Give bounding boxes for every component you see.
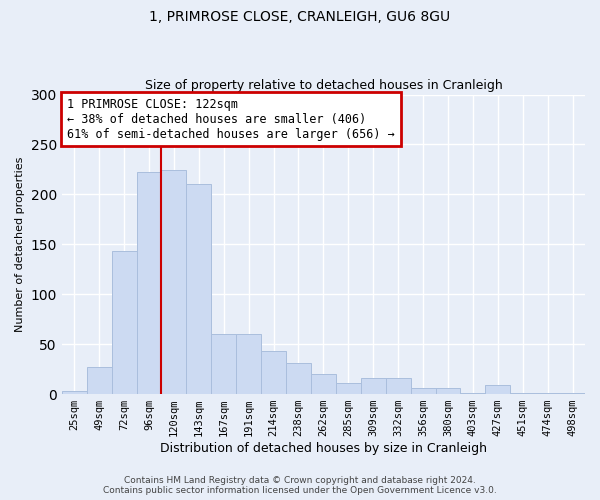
Bar — [410, 388, 436, 394]
Text: Contains HM Land Registry data © Crown copyright and database right 2024.
Contai: Contains HM Land Registry data © Crown c… — [103, 476, 497, 495]
Bar — [112, 252, 137, 394]
Bar — [236, 334, 261, 394]
Bar — [535, 393, 560, 394]
Bar — [87, 367, 112, 394]
Bar — [211, 334, 236, 394]
Text: 1 PRIMROSE CLOSE: 122sqm
← 38% of detached houses are smaller (406)
61% of semi-: 1 PRIMROSE CLOSE: 122sqm ← 38% of detach… — [67, 98, 395, 140]
Bar — [560, 393, 585, 394]
Bar — [261, 351, 286, 394]
Bar — [286, 363, 311, 394]
Bar — [386, 378, 410, 394]
Bar — [311, 374, 336, 394]
Bar — [485, 385, 510, 394]
Text: 1, PRIMROSE CLOSE, CRANLEIGH, GU6 8GU: 1, PRIMROSE CLOSE, CRANLEIGH, GU6 8GU — [149, 10, 451, 24]
Bar — [137, 172, 161, 394]
Bar — [510, 393, 535, 394]
Bar — [187, 184, 211, 394]
Bar — [436, 388, 460, 394]
Bar — [336, 383, 361, 394]
Bar — [361, 378, 386, 394]
Bar — [161, 170, 187, 394]
Bar — [62, 391, 87, 394]
Y-axis label: Number of detached properties: Number of detached properties — [15, 156, 25, 332]
Bar — [460, 393, 485, 394]
Title: Size of property relative to detached houses in Cranleigh: Size of property relative to detached ho… — [145, 79, 502, 92]
X-axis label: Distribution of detached houses by size in Cranleigh: Distribution of detached houses by size … — [160, 442, 487, 455]
